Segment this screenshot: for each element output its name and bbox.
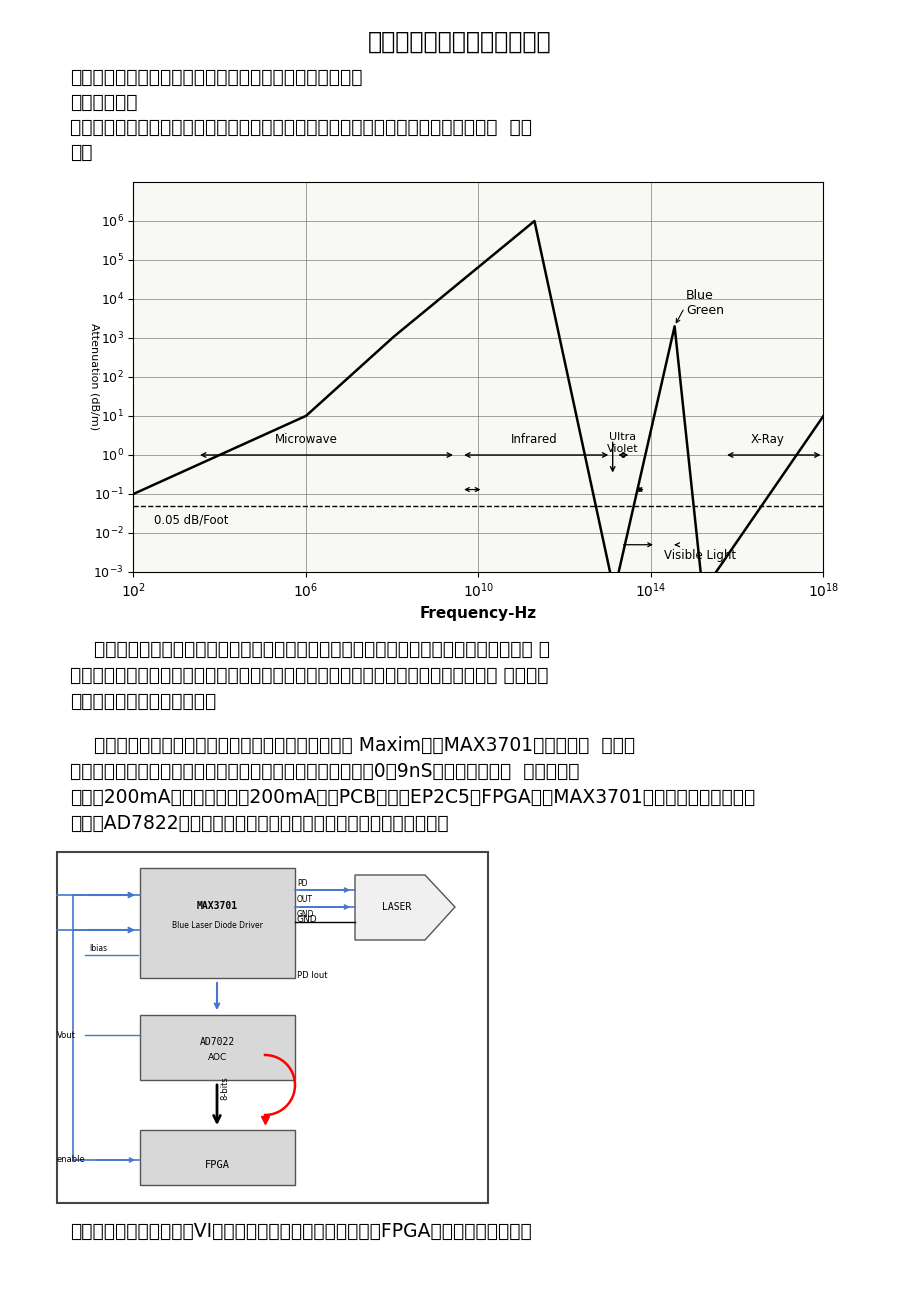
Text: FPGA: FPGA: [205, 1160, 230, 1170]
Text: PD: PD: [297, 879, 307, 889]
Text: MAX3701: MAX3701: [197, 902, 238, 911]
Text: 基于功耗、效率、尺寸及成本的考虑，通过对比氮离子激光发射器、钛宝石激光发射器、 光: 基于功耗、效率、尺寸及成本的考虑，通过对比氮离子激光发射器、钛宝石激光发射器、 …: [70, 640, 550, 660]
X-axis label: Frequency-Hz: Frequency-Hz: [419, 606, 537, 621]
Text: GND: GND: [297, 909, 314, 919]
Text: 下图中，电位器通过控制VI端口用来为二极管设置偏置电流，FPGA在通过低通滤波器产: 下图中，电位器通过控制VI端口用来为二极管设置偏置电流，FPGA在通过低通滤波器…: [70, 1222, 531, 1241]
Text: Blue Laser Diode Driver: Blue Laser Diode Driver: [172, 921, 263, 930]
Bar: [140, 1131, 295, 1185]
Text: Microwave: Microwave: [274, 433, 337, 446]
Text: 信。: 信。: [70, 143, 93, 163]
Text: 作为激光二极管的驱动，这块芯片的信号上升与下降速度达到0．9nS，提供的二极管  驱动电流为: 作为激光二极管的驱动，这块芯片的信号上升与下降速度达到0．9nS，提供的二极管 …: [70, 762, 579, 781]
Text: Blue
Green: Blue Green: [686, 289, 723, 316]
Y-axis label: Attenuation (dB/m): Attenuation (dB/m): [89, 324, 99, 431]
Text: 转换器AD7822，实现驱动芯片中的内部互阻抗放大器的电压数字化。: 转换器AD7822，实现驱动芯片中的内部互阻抗放大器的电压数字化。: [70, 814, 448, 833]
Text: GND: GND: [296, 916, 317, 925]
Text: OUT: OUT: [297, 895, 312, 904]
Text: Vout: Vout: [57, 1030, 75, 1039]
Text: 高效率以及结构简单等优点。: 高效率以及结构简单等优点。: [70, 692, 216, 712]
Text: 一、发射模块: 一、发射模块: [70, 92, 137, 112]
Text: X-Ray: X-Ray: [750, 433, 783, 446]
Text: Ultra
Violet: Ultra Violet: [606, 432, 638, 454]
Bar: [140, 868, 295, 978]
Text: 首先是光源的选择，通过下图可以看出蓝绿光在水中得到衰减最小，因此常被用于水下  光通: 首先是光源的选择，通过下图可以看出蓝绿光在水中得到衰减最小，因此常被用于水下 光…: [70, 118, 531, 137]
Polygon shape: [355, 876, 455, 941]
Text: 水下激光通信各模块参数分析: 水下激光通信各模块参数分析: [368, 30, 551, 55]
Text: Visible Light: Visible Light: [664, 549, 735, 562]
Text: 最高为200mA，偏置电流最高200mA．在PCB中通过EP2C5的FPGA控制MAX3701。同时包含了一个模数: 最高为200mA，偏置电流最高200mA．在PCB中通过EP2C5的FPGA控制…: [70, 788, 754, 807]
Bar: [140, 1015, 295, 1080]
Text: AD7022: AD7022: [199, 1037, 235, 1047]
Text: 0.05 dB/Foot: 0.05 dB/Foot: [153, 514, 228, 527]
Text: PD Iout: PD Iout: [297, 971, 327, 980]
Text: Ibias: Ibias: [89, 945, 107, 954]
Text: LASER: LASER: [382, 902, 411, 912]
Text: 其次，驱动电路的设计。如下图，在此论文中采用了 Maxim公司MAX3701蓝光激光驱  动芯片: 其次，驱动电路的设计。如下图，在此论文中采用了 Maxim公司MAX3701蓝光…: [70, 736, 634, 755]
Text: 纤激光发射器以及半导体二极管激光发射器，最后选择了半导体二极管发射器，它具有 低功耗、: 纤激光发射器以及半导体二极管激光发射器，最后选择了半导体二极管发射器，它具有 低…: [70, 666, 548, 686]
Text: Infrared: Infrared: [511, 433, 557, 446]
Text: AOC: AOC: [208, 1053, 227, 1062]
Text: enable: enable: [57, 1155, 85, 1164]
Text: 8-bits: 8-bits: [220, 1076, 229, 1101]
Text: 目前，我们主要研究水下激光通信的发射模块和接受模块。: 目前，我们主要研究水下激光通信的发射模块和接受模块。: [70, 68, 362, 87]
